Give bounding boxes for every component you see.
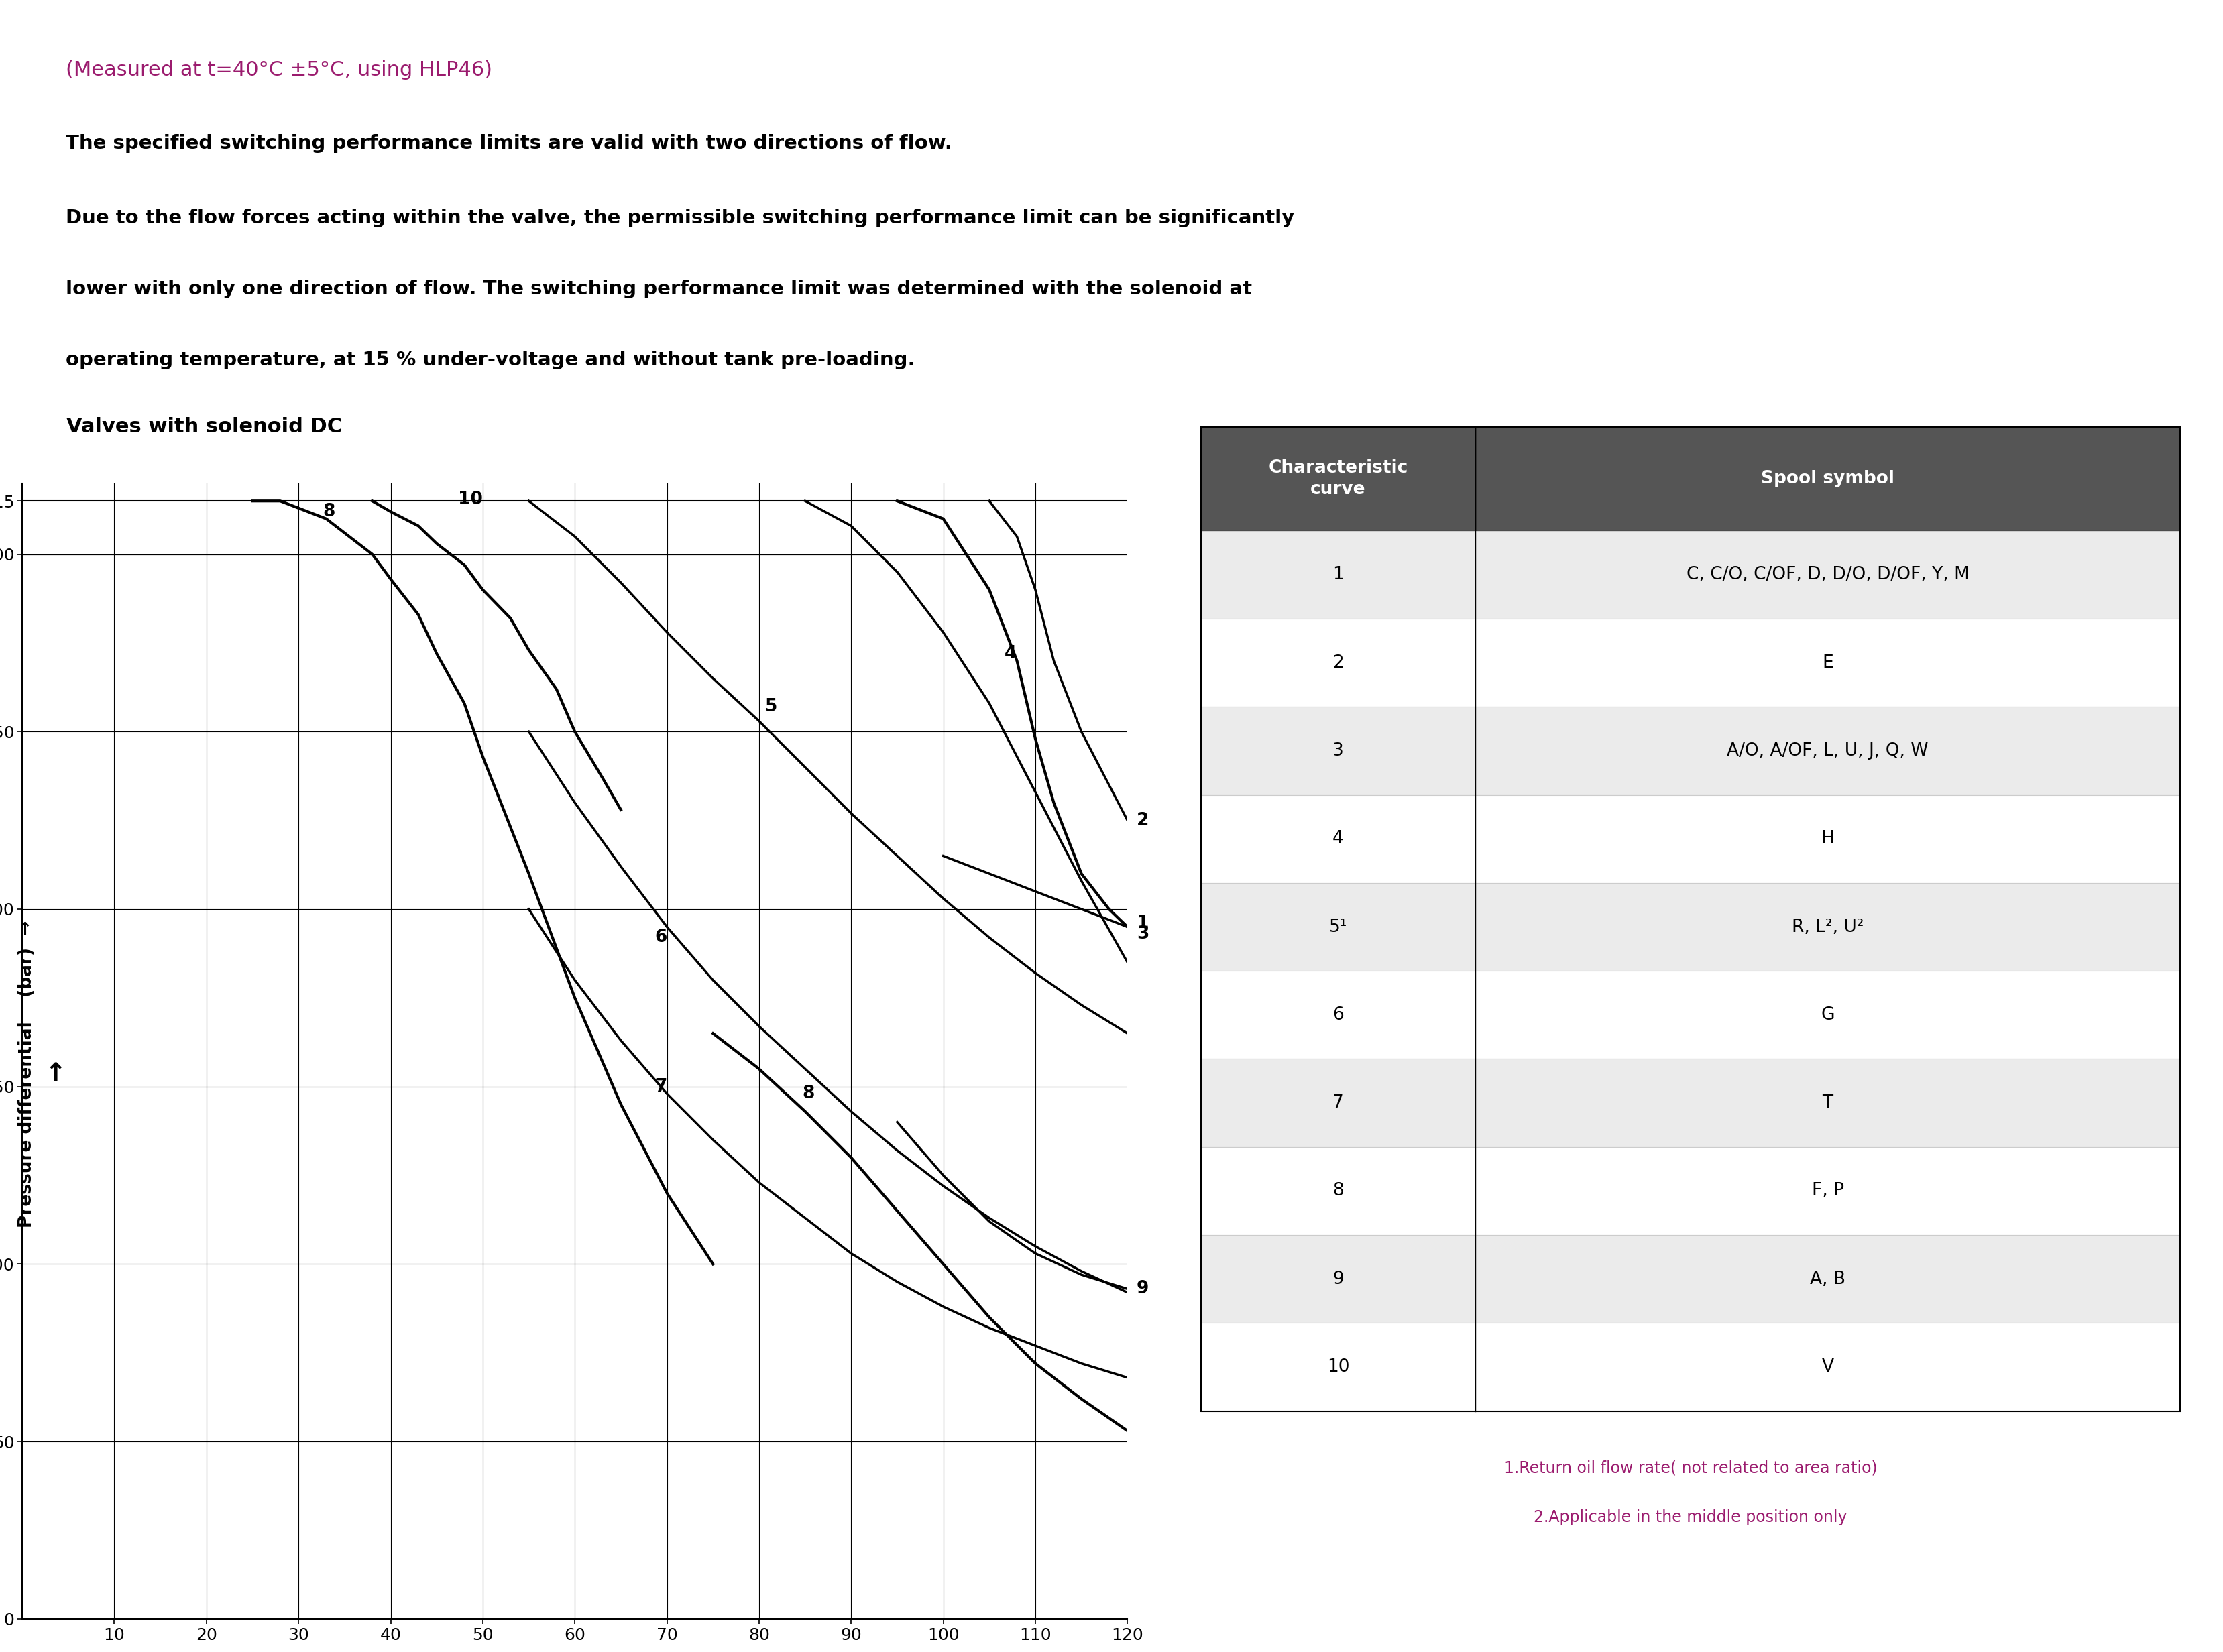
Text: 9: 9 xyxy=(1136,1280,1149,1297)
Text: Due to the flow forces acting within the valve, the permissible switching perfor: Due to the flow forces acting within the… xyxy=(67,208,1294,228)
Text: A, B: A, B xyxy=(1810,1270,1845,1289)
Text: E: E xyxy=(1823,654,1834,671)
FancyBboxPatch shape xyxy=(1200,882,1476,971)
Text: 9: 9 xyxy=(1332,1270,1343,1289)
FancyBboxPatch shape xyxy=(1476,795,2181,882)
Text: 10: 10 xyxy=(1327,1358,1349,1376)
FancyBboxPatch shape xyxy=(1476,530,2181,620)
FancyBboxPatch shape xyxy=(1476,426,2181,530)
Text: C, C/O, C/OF, D, D/O, D/OF, Y, M: C, C/O, C/OF, D, D/O, D/OF, Y, M xyxy=(1687,567,1970,583)
Text: lower with only one direction of flow. The switching performance limit was deter: lower with only one direction of flow. T… xyxy=(67,279,1252,299)
Text: The specified switching performance limits are valid with two directions of flow: The specified switching performance limi… xyxy=(67,134,951,154)
FancyBboxPatch shape xyxy=(1200,707,1476,795)
Text: Characteristic
curve: Characteristic curve xyxy=(1269,459,1407,499)
Text: 2: 2 xyxy=(1136,811,1149,829)
Text: 1.Return oil flow rate( not related to area ratio): 1.Return oil flow rate( not related to a… xyxy=(1505,1460,1876,1477)
FancyBboxPatch shape xyxy=(1200,1323,1476,1411)
Text: Spool symbol: Spool symbol xyxy=(1761,471,1894,487)
FancyBboxPatch shape xyxy=(1476,971,2181,1059)
FancyBboxPatch shape xyxy=(1476,620,2181,707)
Text: 2: 2 xyxy=(1332,654,1343,671)
Text: 1: 1 xyxy=(1136,915,1149,932)
FancyBboxPatch shape xyxy=(1476,882,2181,971)
Text: F, P: F, P xyxy=(1812,1183,1843,1199)
Text: T: T xyxy=(1823,1094,1834,1112)
Text: V: V xyxy=(1823,1358,1834,1376)
FancyBboxPatch shape xyxy=(1200,1236,1476,1323)
Text: G: G xyxy=(1821,1006,1834,1024)
FancyBboxPatch shape xyxy=(1200,620,1476,707)
Text: 3: 3 xyxy=(1332,742,1343,760)
Text: A/O, A/OF, L, U, J, Q, W: A/O, A/OF, L, U, J, Q, W xyxy=(1727,742,1930,760)
FancyBboxPatch shape xyxy=(1200,1146,1476,1236)
Text: 7: 7 xyxy=(654,1077,667,1095)
Text: operating temperature, at 15 % under-voltage and without tank pre-loading.: operating temperature, at 15 % under-vol… xyxy=(67,350,916,368)
Text: 2.Applicable in the middle position only: 2.Applicable in the middle position only xyxy=(1534,1508,1847,1525)
Text: 7: 7 xyxy=(1332,1094,1343,1112)
Text: H: H xyxy=(1821,831,1834,847)
Text: Pressure differential    (bar)  →: Pressure differential (bar) → xyxy=(18,920,36,1227)
Text: 6: 6 xyxy=(654,928,667,947)
FancyBboxPatch shape xyxy=(1476,1323,2181,1411)
FancyBboxPatch shape xyxy=(1200,426,1476,530)
Text: 8: 8 xyxy=(1332,1183,1343,1199)
FancyBboxPatch shape xyxy=(1200,971,1476,1059)
Text: 8: 8 xyxy=(803,1085,814,1102)
Text: 6: 6 xyxy=(1332,1006,1343,1024)
Text: 4: 4 xyxy=(1332,831,1343,847)
FancyBboxPatch shape xyxy=(1476,1146,2181,1236)
Text: 5: 5 xyxy=(765,699,778,715)
FancyBboxPatch shape xyxy=(1476,1236,2181,1323)
FancyBboxPatch shape xyxy=(1200,795,1476,882)
Text: 8: 8 xyxy=(322,502,336,520)
FancyBboxPatch shape xyxy=(1200,1059,1476,1146)
Text: 1: 1 xyxy=(1332,567,1343,583)
Text: 4: 4 xyxy=(1005,644,1016,662)
FancyBboxPatch shape xyxy=(1200,530,1476,620)
Text: Valves with solenoid DC: Valves with solenoid DC xyxy=(67,418,342,436)
Text: 3: 3 xyxy=(1136,925,1149,943)
Text: 5¹: 5¹ xyxy=(1329,919,1347,935)
Text: R, L², U²: R, L², U² xyxy=(1792,919,1863,935)
Text: 10: 10 xyxy=(458,491,482,509)
FancyBboxPatch shape xyxy=(1476,1059,2181,1146)
FancyBboxPatch shape xyxy=(1476,707,2181,795)
Text: (Measured at t=40°C ±5°C, using HLP46): (Measured at t=40°C ±5°C, using HLP46) xyxy=(67,59,491,79)
Text: ↑: ↑ xyxy=(44,1061,67,1087)
